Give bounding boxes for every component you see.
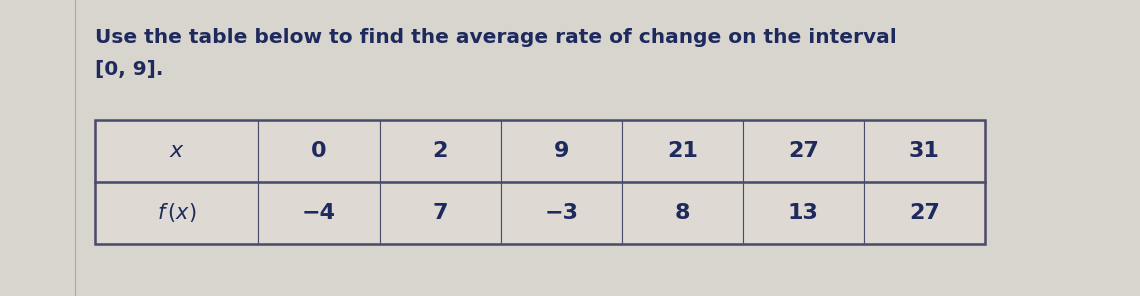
Bar [95, 120, 259, 182]
Text: −3: −3 [544, 203, 578, 223]
Bar [95, 120, 985, 244]
Text: 0: 0 [311, 141, 327, 161]
Bar [380, 182, 500, 244]
Bar [743, 182, 864, 244]
Text: $f\,(x)$: $f\,(x)$ [157, 202, 196, 224]
Bar [500, 120, 621, 182]
Text: 2: 2 [432, 141, 448, 161]
Bar [864, 182, 985, 244]
Bar [864, 120, 985, 182]
Text: −4: −4 [302, 203, 336, 223]
Text: 8: 8 [675, 203, 690, 223]
Bar [743, 120, 864, 182]
Text: 21: 21 [667, 141, 698, 161]
Bar [621, 120, 743, 182]
Text: 27: 27 [909, 203, 939, 223]
Text: 7: 7 [432, 203, 448, 223]
Text: 9: 9 [554, 141, 569, 161]
Bar [500, 182, 621, 244]
Text: 31: 31 [909, 141, 939, 161]
Text: $x$: $x$ [169, 141, 185, 161]
Bar [621, 182, 743, 244]
Text: [0, 9].: [0, 9]. [95, 60, 163, 79]
Text: 13: 13 [788, 203, 819, 223]
Text: 27: 27 [788, 141, 819, 161]
Bar [380, 120, 500, 182]
Bar [95, 182, 259, 244]
Bar [259, 182, 380, 244]
Bar [259, 120, 380, 182]
Text: Use the table below to find the average rate of change on the interval: Use the table below to find the average … [95, 28, 897, 47]
